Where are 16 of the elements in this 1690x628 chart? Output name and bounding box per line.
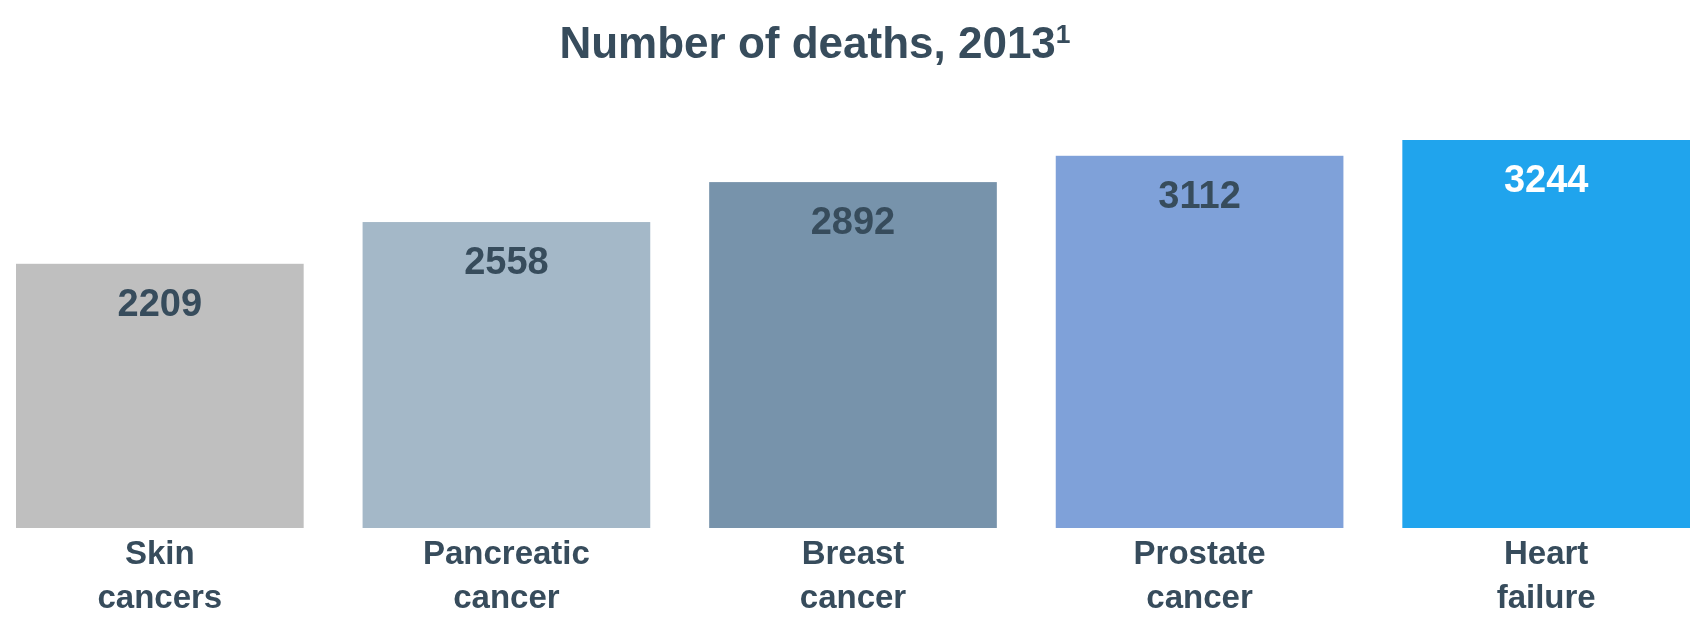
data-label: 2892 — [810, 200, 896, 243]
bar — [362, 222, 651, 528]
x-tick-label: Prostate cancer — [1133, 534, 1266, 615]
bar — [709, 182, 997, 528]
bar — [1055, 155, 1344, 528]
chart-title: Number of deaths, 2013$^{1}$ — [559, 18, 1071, 67]
x-tick-label: Skin cancers — [97, 534, 223, 615]
data-label: 3244 — [1503, 158, 1589, 200]
x-tick-label: Pancreatic cancer — [422, 534, 590, 615]
data-label: 2558 — [464, 240, 549, 283]
bar — [16, 263, 304, 528]
bar — [1402, 140, 1690, 528]
x-tick-label: Breast cancer — [799, 534, 907, 615]
data-label: 3112 — [1158, 173, 1241, 216]
x-tick-label: Heart failure — [1496, 534, 1596, 615]
data-label: 2209 — [117, 281, 203, 324]
